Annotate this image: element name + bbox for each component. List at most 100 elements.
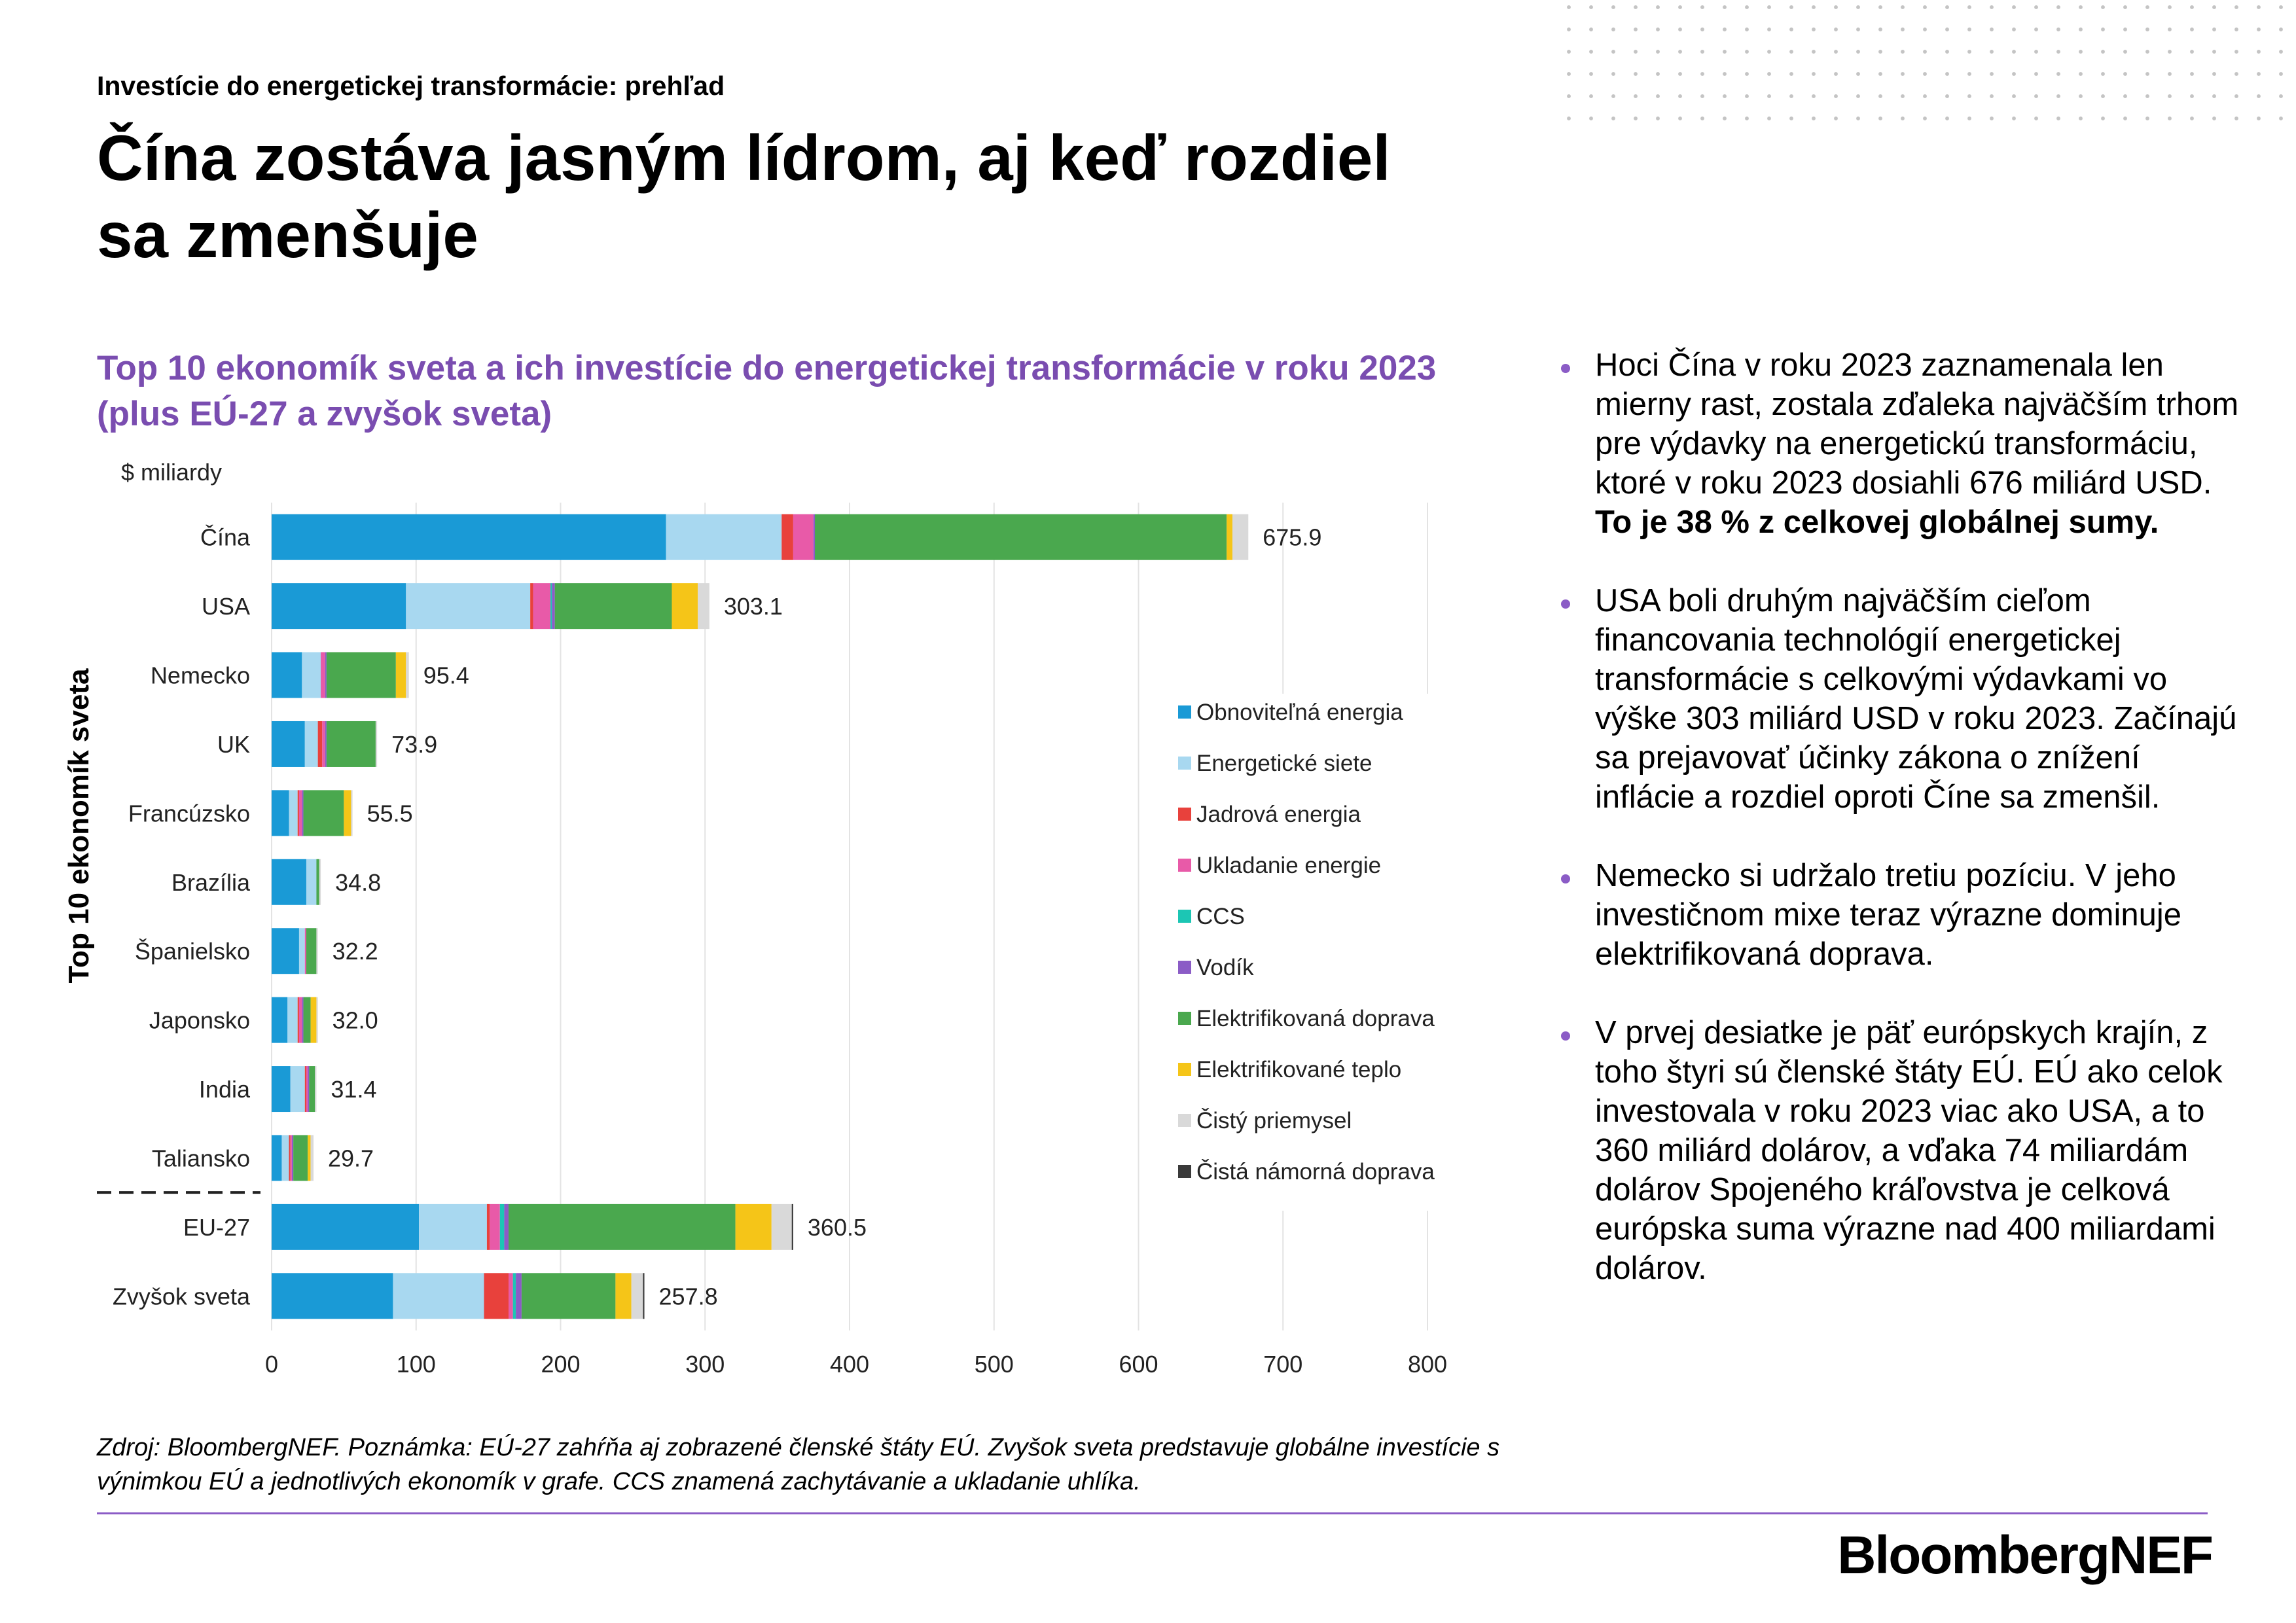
bar-segment [533,583,551,630]
category-label: Španielsko [135,938,250,965]
bar-segment [272,997,288,1043]
bar-segment [326,652,396,698]
bar-total-label: 257.8 [659,1283,718,1310]
bar-segment [272,514,666,560]
bullet-dot-icon [1561,599,1570,609]
bar-segment [289,790,298,836]
legend-swatch [1178,961,1191,974]
decorative-dot-grid [1558,0,2296,134]
legend-swatch [1178,910,1191,923]
legend-label: Čistý priemysel [1196,1108,1352,1133]
bar-segment [306,859,317,905]
bar-total-label: 55.5 [367,800,413,827]
bar-segment [504,1204,509,1250]
source-footnote: Zdroj: BloombergNEF. Poznámka: EÚ-27 zah… [97,1434,1500,1495]
bar-segment [309,1066,315,1113]
bar-segment [326,721,376,767]
legend-label: Vodík [1196,955,1254,980]
bar-segment [310,1135,314,1181]
bar-segment [306,1066,308,1113]
bar-segment [530,583,533,630]
bar-segment [516,1273,522,1319]
bar-segment [406,652,409,698]
bar-segment [781,514,793,560]
bar-segment [406,583,531,630]
bar-segment [291,1135,294,1181]
y-axis-title: Top 10 ekonomík sveta [63,668,95,983]
bar-total-label: 675.9 [1263,524,1321,551]
bar-total-label: 32.0 [332,1007,378,1034]
bar-segment [319,859,321,905]
bar-total-label: 73.9 [391,731,437,758]
bullet-text: USA boli druhým najväčším cieľom financo… [1595,583,2237,815]
bar-segment [290,1135,292,1181]
legend-background [1166,694,1467,1211]
bar-segment [317,721,323,767]
bar-segment [509,1204,736,1250]
brand-logo: BloombergNEF [1837,1525,2214,1585]
legend-swatch [1178,808,1191,821]
category-label: Japonsko [149,1007,250,1034]
category-label: Francúzsko [128,800,250,827]
category-label: India [199,1076,251,1103]
bar-segment [302,790,304,836]
legend-label: Obnoviteľná energia [1196,700,1403,725]
bar-segment [302,652,321,698]
page-title: Čína zostáva jasným lídrom, aj keď rozdi… [97,122,1391,271]
bar-segment [302,997,304,1043]
legend-swatch [1178,705,1191,719]
bar-segment [304,721,318,767]
bar-segment [550,583,552,630]
legend-swatch [1178,1114,1191,1127]
x-tick-label: 600 [1119,1351,1158,1378]
bar-segment [310,997,317,1043]
bar-segment [272,790,289,836]
bar-segment [672,583,698,630]
bar-segment [793,514,814,560]
category-label: USA [202,593,250,620]
bar-segment [306,928,317,974]
bar-segment [298,928,305,974]
bar-segment [521,1273,616,1319]
chart-title: Top 10 ekonomík sveta a ich investície d… [97,349,1437,433]
bar-segment [325,721,327,767]
bar-segment [304,928,306,974]
legend-label: Ukladanie energie [1196,853,1381,878]
bullet-dot-icon [1561,364,1570,373]
bar-segment [393,1273,484,1319]
bar-segment [316,859,319,905]
category-label: Nemecko [151,662,250,689]
legend-label: Elektrifikovaná doprava [1196,1006,1435,1031]
bullet-dot-icon [1561,1031,1570,1041]
bar-segment [554,583,672,630]
bar-segment [272,1135,282,1181]
bar-segment [615,1273,632,1319]
bar-segment [813,514,816,560]
bar-segment [698,583,709,630]
legend-swatch [1178,1063,1191,1076]
bar-segment [281,1135,289,1181]
bar-total-label: 360.5 [808,1214,867,1241]
bar-segment [303,997,311,1043]
x-tick-label: 300 [685,1351,725,1378]
bullet-dot-icon [1561,874,1570,883]
bar-segment [344,790,351,836]
bar-segment [316,928,318,974]
bar-segment [298,790,302,836]
bar-segment [272,1273,393,1319]
bar-total-label: 34.8 [335,869,381,896]
bar-segment [303,790,344,836]
bar-segment [322,721,325,767]
bar-segment [272,721,305,767]
bullet-item: USA boli druhým najväčším cieľom financo… [1561,581,2242,817]
bullet-item: V prvej desiatke je päť európskych krají… [1561,1013,2242,1288]
legend-label: Čistá námorná doprava [1196,1159,1435,1185]
bar-chart: 0 100 200 300 400 500 600 700 800 $ miliardy Top 1… [63,459,1467,1378]
bar-total-label: 95.4 [423,662,469,689]
legend-label: Energetické siete [1196,751,1372,776]
bar-segment [771,1204,792,1250]
bar-segment [272,928,299,974]
x-tick-label: 200 [541,1351,580,1378]
bullet-text: V prvej desiatke je päť európskych krají… [1595,1015,2223,1286]
bar-segment [293,1135,308,1181]
